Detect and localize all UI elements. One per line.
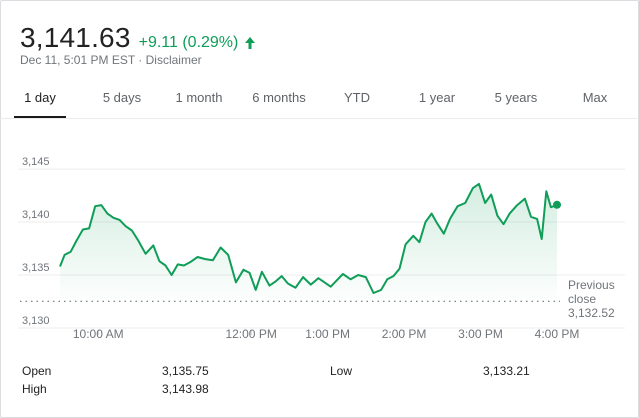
x-tick-label: 2:00 PM bbox=[382, 327, 427, 341]
previous-close-label-line2: close bbox=[568, 292, 597, 306]
price-change: +9.11 (0.29%) bbox=[139, 34, 257, 52]
high-label: High bbox=[22, 382, 47, 396]
previous-close-label: Previous close 3,132.52 bbox=[568, 278, 615, 320]
high-value: 3,143.98 bbox=[162, 382, 209, 396]
y-tick-label: 3,135 bbox=[22, 262, 50, 274]
current-price: 3,141.63 bbox=[20, 22, 131, 53]
tab-1-year[interactable]: 1 year bbox=[418, 89, 456, 105]
tab-5-days[interactable]: 5 days bbox=[102, 89, 142, 105]
low-label: Low bbox=[330, 364, 353, 378]
tab-ytd[interactable]: YTD bbox=[344, 89, 370, 105]
open-label: Open bbox=[22, 364, 52, 378]
tab-6-months[interactable]: 6 months bbox=[252, 89, 306, 105]
x-tick-label: 12:00 PM bbox=[225, 327, 276, 341]
open-value: 3,135.75 bbox=[162, 364, 209, 378]
tab-1-month[interactable]: 1 month bbox=[175, 89, 223, 105]
previous-close-label-line1: Previous bbox=[568, 278, 615, 292]
timestamp-disclaimer: Dec 11, 5:01 PM EST · Disclaimer bbox=[20, 53, 202, 67]
tab-max[interactable]: Max bbox=[582, 89, 608, 105]
arrow-up-icon bbox=[245, 37, 256, 49]
y-tick-label: 3,140 bbox=[22, 209, 50, 221]
price-chart[interactable]: 3,145 3,140 3,135 3,130 10:00 AM 12:00 PM 1:0… bbox=[0, 120, 639, 350]
price-row: 3,141.63 +9.11 (0.29%) bbox=[20, 22, 256, 54]
price-change-text: +9.11 (0.29%) bbox=[138, 34, 239, 51]
tab-1-day[interactable]: 1 day bbox=[14, 78, 66, 119]
x-tick-label: 3:00 PM bbox=[458, 327, 503, 341]
y-tick-label: 3,145 bbox=[22, 156, 50, 168]
current-price-dot bbox=[553, 200, 561, 209]
price-area bbox=[60, 183, 557, 302]
previous-close-value: 3,132.52 bbox=[568, 306, 615, 320]
y-tick-label: 3,130 bbox=[22, 315, 50, 327]
low-value: 3,133.21 bbox=[483, 364, 530, 378]
x-tick-label: 4:00 PM bbox=[535, 327, 580, 341]
x-tick-label: 10:00 AM bbox=[73, 327, 124, 341]
range-tabs: 1 day 5 days 1 month 6 months YTD 1 year… bbox=[14, 78, 624, 119]
tab-5-years[interactable]: 5 years bbox=[494, 89, 538, 105]
tabs-divider bbox=[0, 118, 637, 119]
price-line bbox=[59, 182, 558, 294]
x-tick-label: 1:00 PM bbox=[305, 327, 350, 341]
